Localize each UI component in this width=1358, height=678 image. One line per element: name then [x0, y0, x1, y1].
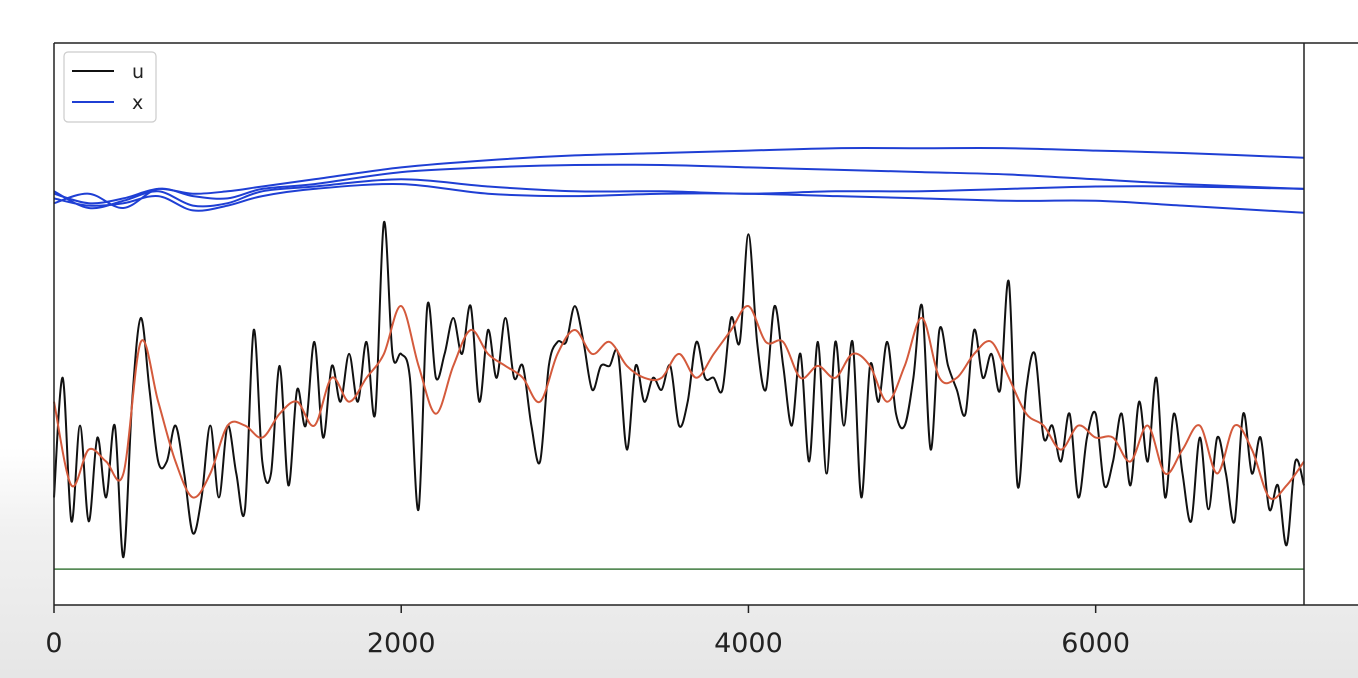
x-tick-label-4000: 4000 — [714, 628, 783, 659]
series-line-x-3 — [53, 163, 1305, 210]
series-layer — [53, 147, 1305, 570]
legend: u x — [63, 51, 157, 123]
x-tick-label-2000: 2000 — [367, 628, 436, 659]
legend-label-u: u — [132, 61, 144, 83]
series-line-smooth-1 — [53, 305, 1305, 500]
x-tick-label-6000: 6000 — [1061, 628, 1130, 659]
x-axis-ticks: 0 2000 4000 6000 — [45, 605, 1130, 659]
legend-label-x: x — [132, 92, 143, 114]
plot-area — [54, 43, 1304, 605]
right-panel — [1304, 43, 1358, 605]
x-tick-label-0: 0 — [45, 628, 62, 659]
series-line-x-5 — [53, 182, 1305, 214]
series-line-x-4 — [53, 178, 1305, 210]
legend-box — [63, 51, 157, 123]
series-line-u-0 — [53, 221, 1305, 559]
